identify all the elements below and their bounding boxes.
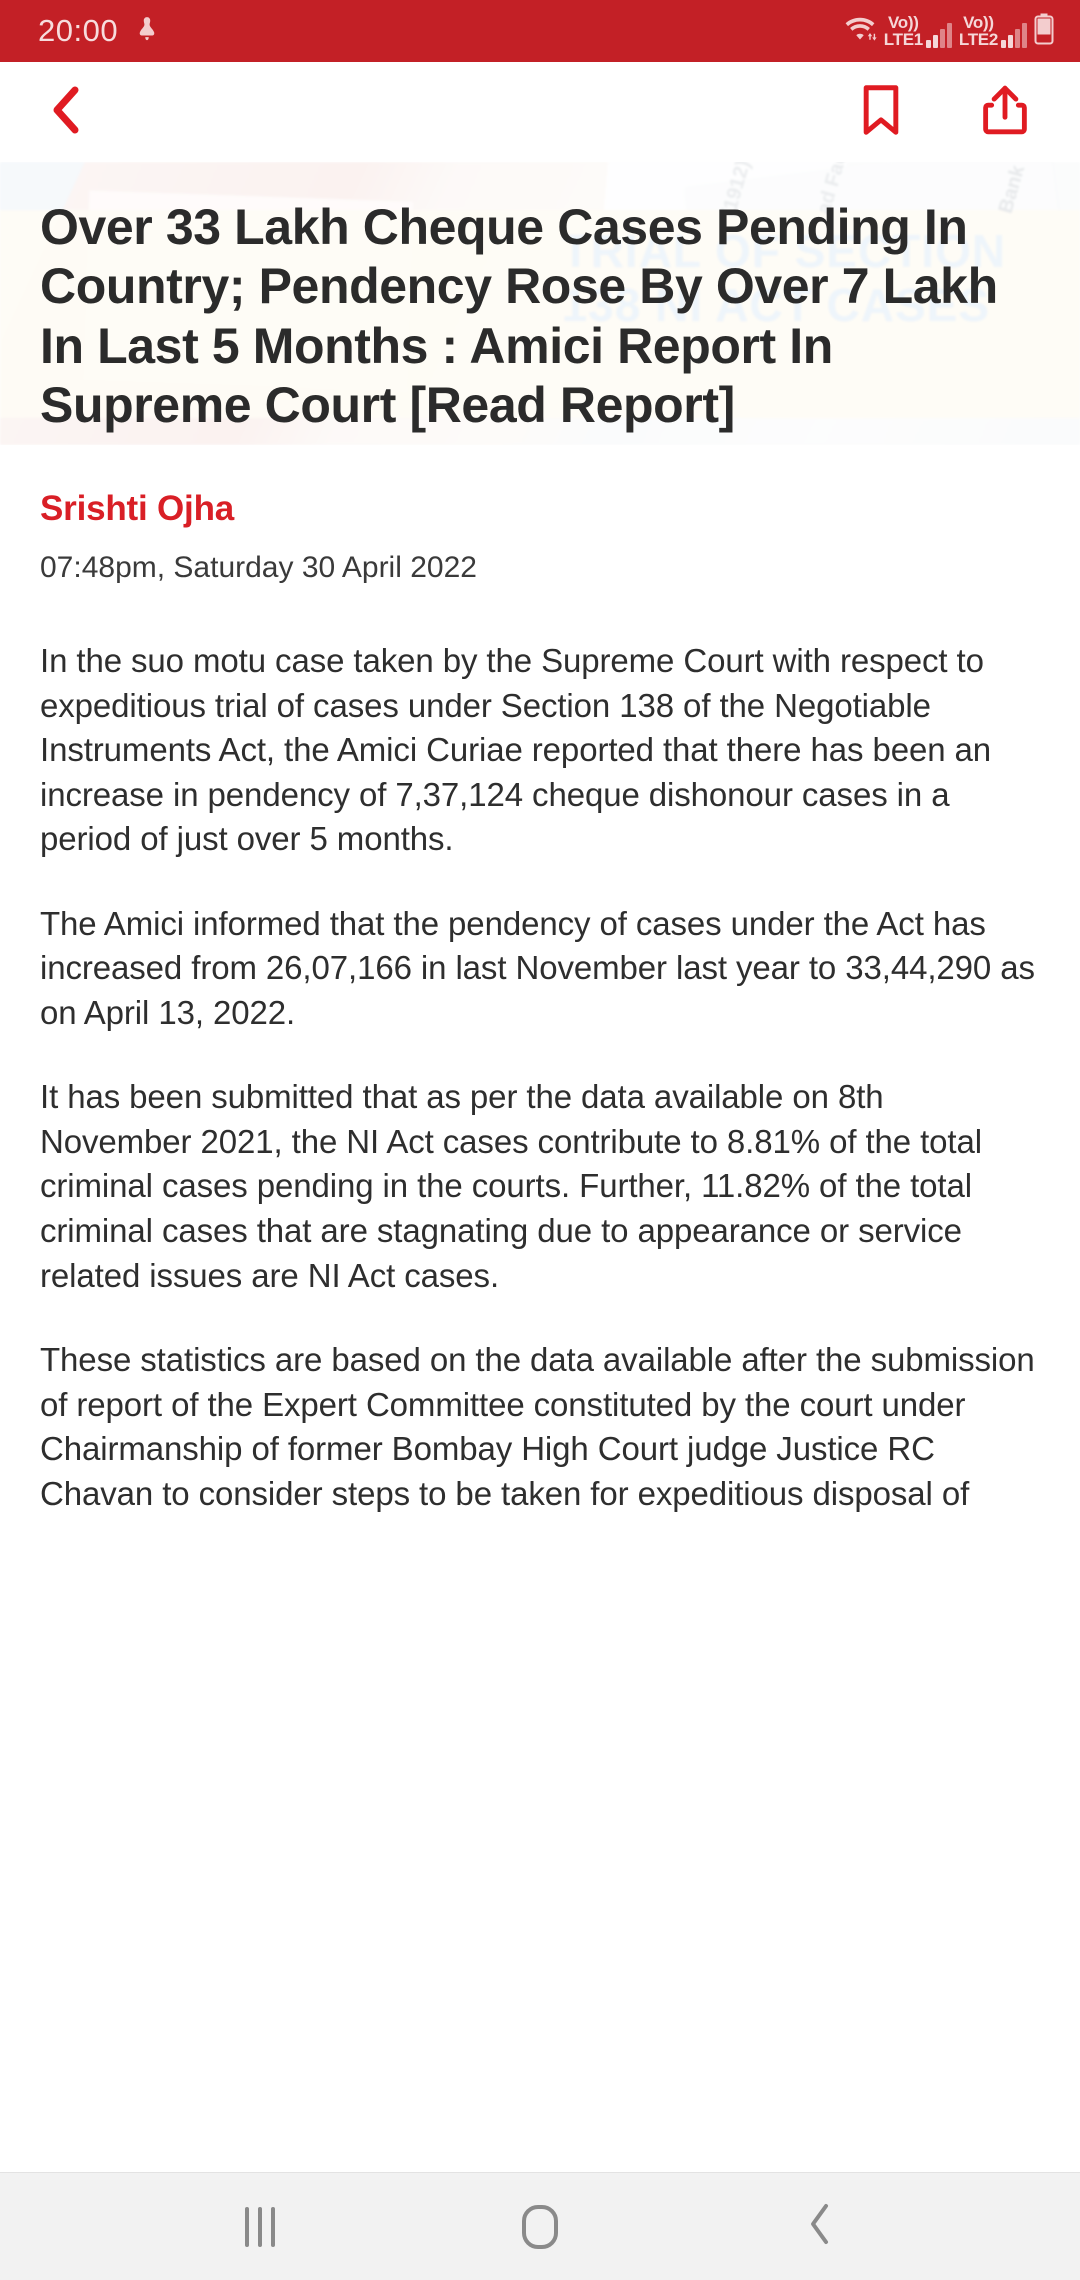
article-paragraph: These statistics are based on the data a…: [40, 1341, 1035, 1512]
sim2-status-group: Vo)) LTE2: [959, 14, 1027, 48]
toolbar-actions: [848, 79, 1038, 145]
app-toolbar: [0, 62, 1080, 162]
bookmark-button[interactable]: [848, 79, 914, 145]
status-bar-left: 20:00: [38, 13, 160, 49]
article-paragraph: In the suo motu case taken by the Suprem…: [40, 642, 992, 858]
signal-sim1-icon: [925, 22, 952, 48]
system-navigation-bar: [0, 2172, 1080, 2280]
article-paragraph: It has been submitted that as per the da…: [40, 1078, 982, 1294]
volte-sim1-icon: Vo)) LTE1: [883, 13, 923, 49]
recents-icon: [245, 2206, 275, 2247]
hero-image-banner-text: TRIAL OF SECTION 138 NI ACT CASES: [561, 225, 1007, 332]
article-body: In the suo motu case taken by the Suprem…: [0, 585, 1080, 1517]
back-chevron-icon: [805, 2201, 835, 2252]
author-link[interactable]: Srishti Ojha: [40, 489, 235, 528]
home-button[interactable]: [480, 2173, 600, 2280]
signal-sim2-icon: [1001, 22, 1027, 48]
sim1-status-group: Vo)) LTE1: [884, 14, 952, 48]
article-timestamp: 07:48pm, Saturday 30 April 2022: [40, 551, 477, 584]
share-button[interactable]: [972, 79, 1038, 145]
article-hero: (1912) E ad Fac Bank TRIAL OF SECTION 13…: [0, 162, 1080, 445]
status-clock: 20:00: [38, 13, 119, 48]
home-icon: [522, 2204, 558, 2249]
battery-icon: [1034, 13, 1054, 50]
article-scroll-area[interactable]: (1912) E ad Fac Bank TRIAL OF SECTION 13…: [0, 162, 1080, 2172]
back-button[interactable]: [34, 79, 100, 145]
article-paragraph: The Amici informed that the pendency of …: [40, 904, 1035, 1031]
page-title: Over 33 Lakh Cheque Cases Pending In Cou…: [40, 199, 998, 433]
system-back-button[interactable]: [760, 2173, 880, 2280]
recents-button[interactable]: [200, 2173, 320, 2280]
wifi-icon: [843, 14, 877, 49]
article-meta: Srishti Ojha 07:48pm, Saturday 30 April …: [0, 445, 1080, 585]
chevron-left-icon: [44, 82, 90, 143]
bookmark-icon: [860, 84, 902, 141]
alarm-icon: [134, 15, 160, 48]
share-icon: [982, 84, 1028, 141]
hero-background-image: (1912) E ad Fac Bank TRIAL OF SECTION 13…: [0, 162, 1080, 445]
volte-sim2-icon: Vo)) LTE2: [958, 13, 998, 49]
status-bar-right: Vo)) LTE1 Vo)) LTE2: [843, 13, 1054, 50]
status-bar: 20:00 Vo)) LTE1: [0, 0, 1080, 62]
